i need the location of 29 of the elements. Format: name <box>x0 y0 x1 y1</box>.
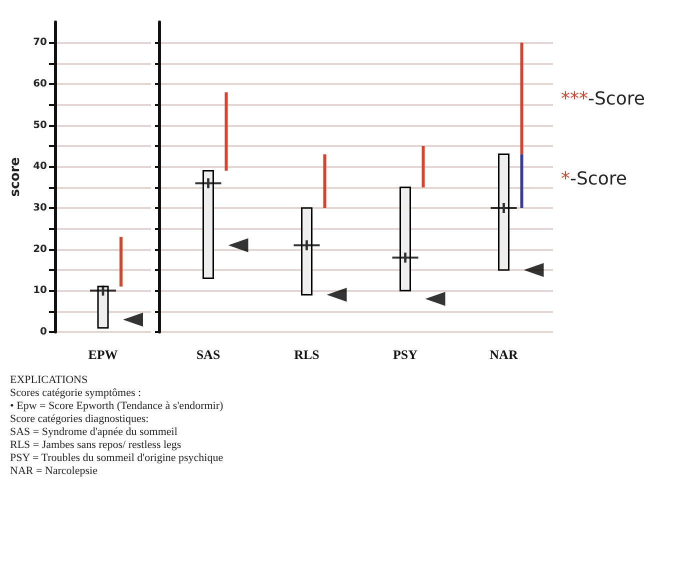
text: *-Score <box>561 168 627 190</box>
bar <box>520 42 524 154</box>
text: EXPLICATIONS <box>10 374 89 387</box>
bar <box>323 154 326 208</box>
text: ***-Score <box>561 88 645 110</box>
y-tick-label: 70 <box>33 37 48 48</box>
text: Scores catégorie symptômes : <box>10 387 142 400</box>
bar <box>520 154 524 208</box>
x-tick-label: SAS <box>196 347 220 362</box>
x-tick-label: RLS <box>294 347 320 362</box>
y-tick-label: 30 <box>33 202 48 214</box>
y-tick-label: 10 <box>33 285 48 296</box>
bar <box>422 146 425 188</box>
text: RLS = Jambes sans repos/ restless legs <box>10 439 182 452</box>
y-tick-label: 50 <box>33 120 48 131</box>
text: PSY = Troubles du sommeil d'origine psychique <box>10 452 224 465</box>
x-tick-label: EPW <box>88 347 118 362</box>
text: SAS = Syndrome d'apnée du sommeil <box>10 426 178 439</box>
y-tick-label: 40 <box>33 161 48 172</box>
y-tick-label: 60 <box>33 78 48 90</box>
x-tick-label: NAR <box>490 347 518 362</box>
text: NAR = Narcolepsie <box>10 465 98 478</box>
text: Score catégories diagnostiques: <box>10 413 150 426</box>
text: • Epw = Score Epworth (Tendance à s'endormir) <box>10 400 224 413</box>
y-axis-title: score <box>8 157 24 197</box>
y-tick-label: 20 <box>33 244 48 255</box>
bar <box>224 92 228 171</box>
x-tick-label: PSY <box>392 347 418 362</box>
y-tick-label: 0 <box>40 326 48 338</box>
